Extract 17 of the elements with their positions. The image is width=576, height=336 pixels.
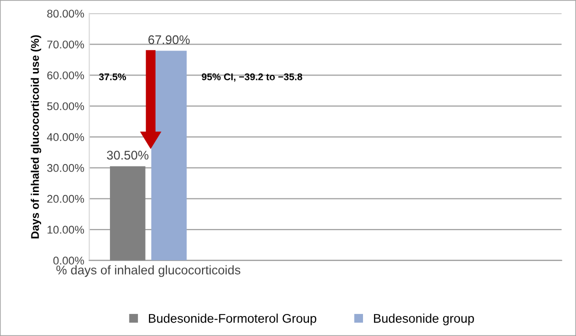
y-tick-label: 80.00%: [47, 10, 84, 18]
data-label: 30.50%: [106, 150, 148, 160]
y-tick-label: 70.00%: [47, 40, 84, 48]
annotation: 37.5%: [98, 73, 126, 80]
y-tick-label: 20.00%: [47, 194, 84, 203]
y-tick-label: 10.00%: [48, 226, 84, 234]
x-tick-label: % days of inhaled glucocorticoids: [56, 265, 240, 277]
y-tick-label: 0.00%: [53, 256, 84, 265]
y-tick-label: 40.00%: [46, 133, 84, 142]
y-tick-label: 50.00%: [47, 102, 84, 110]
y-tick-label: 60.00%: [47, 71, 84, 80]
y-tick-label: 30.00%: [47, 164, 84, 172]
annotation: 95% CI, −39.2 to −35.8: [202, 73, 302, 82]
legend-label: Budesonide group: [374, 314, 474, 326]
data-label: 67.90%: [148, 35, 190, 44]
y-axis-title: Days of inhaled glucocorticoid use (%): [30, 35, 42, 238]
legend-label: Budesonide-Formoterol Group: [148, 314, 316, 326]
